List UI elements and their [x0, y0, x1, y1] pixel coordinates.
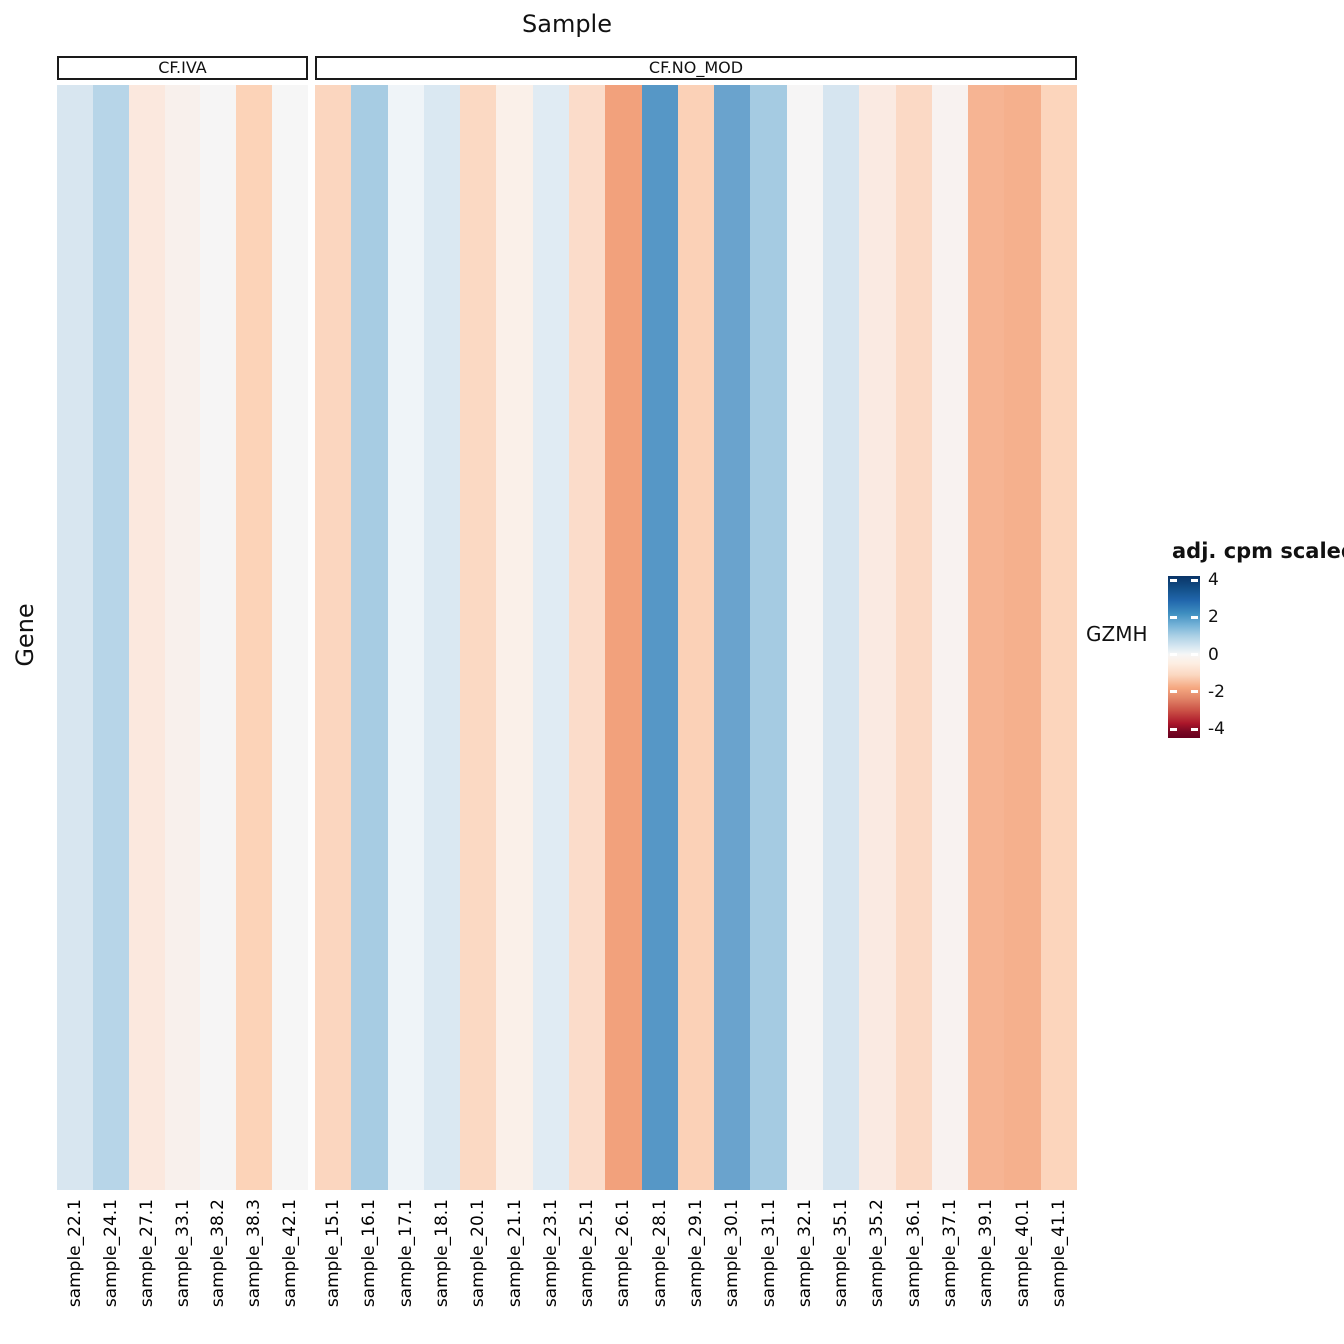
legend-tick-mark — [1170, 653, 1177, 656]
x-axis-label: sample_31.1 — [758, 1199, 779, 1308]
legend-tick-label: -4 — [1208, 719, 1225, 739]
heatmap-facet-cf-no-mod — [315, 85, 1077, 1190]
x-axis-label: sample_25.1 — [577, 1199, 598, 1308]
x-axis-label: sample_15.1 — [323, 1199, 344, 1308]
heatmap-cell — [532, 85, 569, 1190]
heatmap-cell — [351, 85, 388, 1190]
heatmap-cell — [822, 85, 860, 1190]
heatmap-cell — [57, 85, 93, 1190]
x-axis-label: sample_36.1 — [903, 1199, 924, 1308]
heatmap-cell — [496, 85, 533, 1190]
x-axis-label: sample_40.1 — [1012, 1199, 1033, 1308]
x-axis-label: sample_39.1 — [976, 1199, 997, 1308]
heatmap-cell — [200, 85, 237, 1190]
x-axis-label: sample_27.1 — [136, 1199, 157, 1308]
plot-title: Sample — [522, 10, 612, 38]
x-axis-label: sample_23.1 — [540, 1199, 561, 1308]
legend-tick-mark — [1191, 578, 1198, 582]
heatmap-cell — [236, 85, 273, 1190]
legend-tick-mark — [1191, 615, 1198, 619]
heatmap-cell — [315, 85, 352, 1190]
legend-tick-mark — [1170, 578, 1177, 582]
heatmap-cell — [750, 85, 787, 1190]
heatmap-cell — [786, 85, 823, 1190]
heatmap-cell — [272, 85, 309, 1190]
x-axis-label: sample_21.1 — [504, 1199, 525, 1308]
x-axis-label: sample_35.2 — [867, 1199, 888, 1308]
heatmap-cell — [128, 85, 165, 1190]
x-axis-label: sample_30.1 — [722, 1199, 743, 1308]
x-axis-label: sample_18.1 — [432, 1199, 452, 1308]
facet-strip-cf-iva: CF.IVA — [57, 56, 308, 80]
heatmap-cell — [968, 85, 1005, 1190]
row-label-gzmh: GZMH — [1086, 622, 1148, 646]
x-axis-label: sample_35.1 — [831, 1199, 852, 1308]
heatmap-cell — [605, 85, 642, 1190]
legend-tick-mark — [1170, 727, 1177, 731]
legend-tick-label: 0 — [1208, 644, 1219, 665]
heatmap-cell — [92, 85, 129, 1190]
legend-tick-mark — [1191, 727, 1198, 731]
x-axis-label: sample_24.1 — [100, 1199, 121, 1308]
heatmap-cell — [714, 85, 751, 1190]
legend-colorbar — [1168, 576, 1200, 738]
x-axis-label: sample_16.1 — [359, 1199, 380, 1308]
legend-tick-label: 4 — [1208, 570, 1219, 590]
x-axis-label: sample_38.2 — [208, 1199, 229, 1308]
x-axis-label: sample_28.1 — [649, 1199, 670, 1308]
heatmap-facet-cf-iva — [57, 85, 309, 1190]
facet-strip-label: CF.NO_MOD — [648, 58, 744, 77]
heatmap-cell — [859, 85, 896, 1190]
y-axis-label: Gene — [11, 603, 39, 667]
legend-tick-mark — [1170, 690, 1177, 694]
facet-strip-label: CF.IVA — [158, 58, 207, 77]
heatmap-cell — [931, 85, 969, 1190]
x-axis-label: sample_26.1 — [613, 1199, 634, 1308]
heatmap-cell — [423, 85, 461, 1190]
x-axis-label: sample_20.1 — [468, 1199, 489, 1308]
facet-strip-cf-no-mod: CF.NO_MOD — [315, 56, 1077, 80]
x-axis-label: sample_22.1 — [64, 1199, 85, 1308]
legend-title: adj. cpm scaled — [1172, 539, 1344, 563]
legend-tick-mark — [1191, 690, 1198, 694]
heatmap-cell — [387, 85, 424, 1190]
heatmap-cell — [460, 85, 497, 1190]
legend-tick-mark — [1191, 653, 1198, 656]
x-axis-label: sample_42.1 — [280, 1199, 301, 1308]
x-axis-label: sample_38.3 — [244, 1199, 265, 1308]
heatmap-cell — [895, 85, 932, 1190]
x-axis-label: sample_33.1 — [172, 1199, 193, 1308]
heatmap-cell — [164, 85, 201, 1190]
heatmap-cell — [677, 85, 715, 1190]
heatmap-cell — [641, 85, 678, 1190]
x-axis-label: sample_17.1 — [395, 1199, 416, 1308]
x-axis-label: sample_32.1 — [794, 1199, 815, 1308]
legend-tick-label: 2 — [1208, 607, 1219, 628]
heatmap-cell — [568, 85, 606, 1190]
x-axis-label: sample_37.1 — [940, 1199, 960, 1308]
heatmap-cell — [1040, 85, 1077, 1190]
legend-tick-mark — [1170, 615, 1177, 619]
legend-tick-label: -2 — [1208, 681, 1225, 702]
x-axis-label: sample_29.1 — [686, 1199, 706, 1308]
heatmap-cell — [1004, 85, 1041, 1190]
x-axis-label: sample_41.1 — [1048, 1199, 1069, 1308]
